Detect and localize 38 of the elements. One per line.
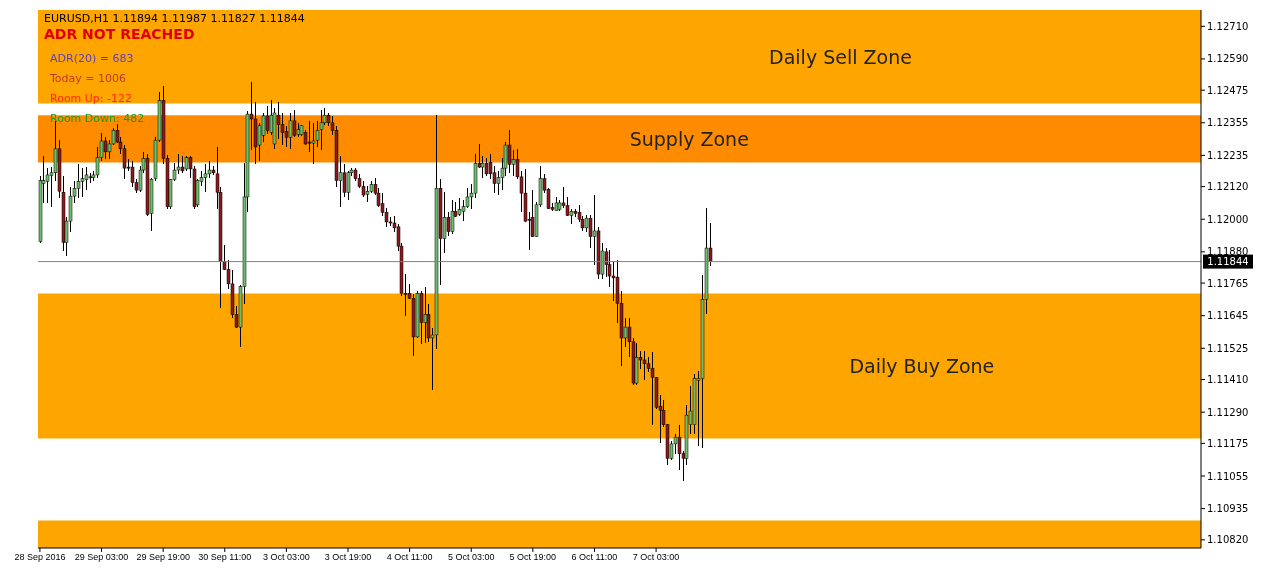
ref-line-label: 1.11844	[1207, 256, 1249, 268]
annotation: Room Down: 482	[50, 112, 145, 125]
x-tick-label: 3 Oct 03:00	[263, 552, 310, 563]
x-tick-label: 7 Oct 03:00	[632, 552, 680, 563]
y-tick-label: 1.10820	[1207, 534, 1249, 546]
y-tick-label: 1.11765	[1207, 277, 1249, 289]
y-tick-label: 1.12120	[1207, 181, 1249, 193]
band-label: Daily Buy Zone	[849, 354, 995, 377]
y-tick-label: 1.11175	[1207, 437, 1249, 449]
y-tick-label: 1.11290	[1207, 406, 1249, 418]
y-tick-label: 1.10935	[1207, 503, 1249, 515]
x-tick-label: 4 Oct 11:00	[386, 552, 433, 563]
chart-title: EURUSD,H1 1.11894 1.11987 1.11827 1.11844	[44, 12, 305, 25]
annotation: Room Up: -122	[50, 92, 133, 105]
band-label: Daily Sell Zone	[769, 45, 912, 68]
annotation: Today = 1006	[50, 72, 127, 85]
y-tick-label: 1.12000	[1207, 213, 1249, 225]
y-tick-label: 1.12710	[1207, 20, 1249, 32]
y-tick-label: 1.12355	[1207, 117, 1249, 129]
y-tick-label: 1.11055	[1207, 470, 1249, 482]
y-tick-label: 1.11645	[1207, 310, 1249, 322]
x-tick-label: 3 Oct 19:00	[324, 552, 372, 563]
y-tick-label: 1.12475	[1207, 84, 1249, 96]
x-tick-label: 28 Sep 2016	[14, 552, 66, 563]
x-tick-label: 29 Sep 19:00	[136, 552, 190, 563]
x-tick-label: 5 Oct 19:00	[509, 552, 557, 563]
y-tick-label: 1.11410	[1207, 374, 1249, 386]
x-tick-label: 6 Oct 11:00	[571, 552, 618, 563]
x-tick-label: 30 Sep 11:00	[198, 552, 252, 563]
annotation: ADR NOT REACHED	[44, 26, 195, 42]
y-tick-label: 1.12590	[1207, 53, 1249, 65]
x-tick-label: 29 Sep 03:00	[74, 552, 129, 563]
y-tick-label: 1.11525	[1207, 342, 1249, 354]
x-tick-label: 5 Oct 03:00	[447, 552, 495, 563]
y-tick-label: 1.12235	[1207, 149, 1249, 161]
annotation: ADR(20) = 683	[50, 52, 134, 65]
band-label: Supply Zone	[629, 127, 749, 150]
y-tick-label: 1.11880	[1207, 246, 1249, 258]
